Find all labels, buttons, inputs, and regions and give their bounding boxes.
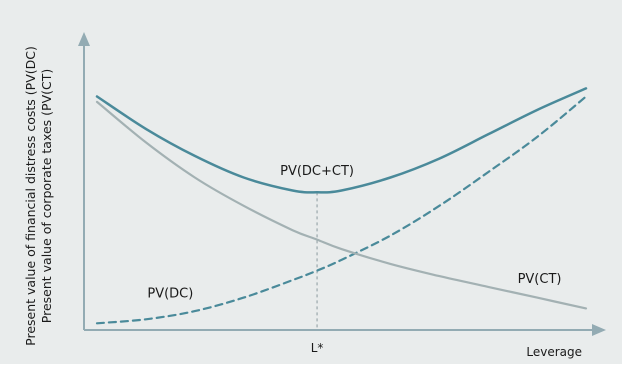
x-tick-label-l-star: L* [311, 341, 324, 355]
series-line-pv-dc [95, 95, 588, 325]
y-axis-label-line-2: Present value of corporate taxes (PV(CT) [39, 69, 54, 323]
series-label-pv-dc: PV(DC) [147, 287, 193, 302]
series-label-pv-dc-ct: PV(DC+CT) [280, 164, 354, 179]
x-axis-arrow-icon [592, 324, 606, 336]
series-line-pv-ct [95, 100, 588, 310]
series-label-pv-ct: PV(CT) [518, 272, 562, 287]
y-axis-label-line-1: Present value of financial distress cost… [23, 46, 38, 346]
plot-area: L* PV(DC+CT) PV(CT) PV(DC) [78, 32, 606, 355]
x-axis-label: Leverage [526, 345, 582, 359]
y-axis-arrow-icon [78, 32, 90, 46]
series-line-pv-dc-ct [95, 87, 588, 194]
